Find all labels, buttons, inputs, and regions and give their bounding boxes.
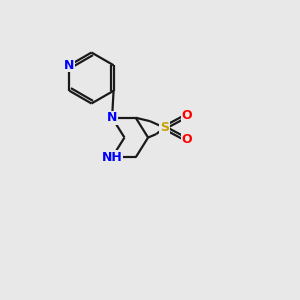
Text: NH: NH <box>102 151 122 164</box>
Text: N: N <box>64 59 75 72</box>
Text: O: O <box>182 109 192 122</box>
Text: O: O <box>182 133 192 146</box>
Text: S: S <box>160 121 169 134</box>
Text: N: N <box>107 111 117 124</box>
